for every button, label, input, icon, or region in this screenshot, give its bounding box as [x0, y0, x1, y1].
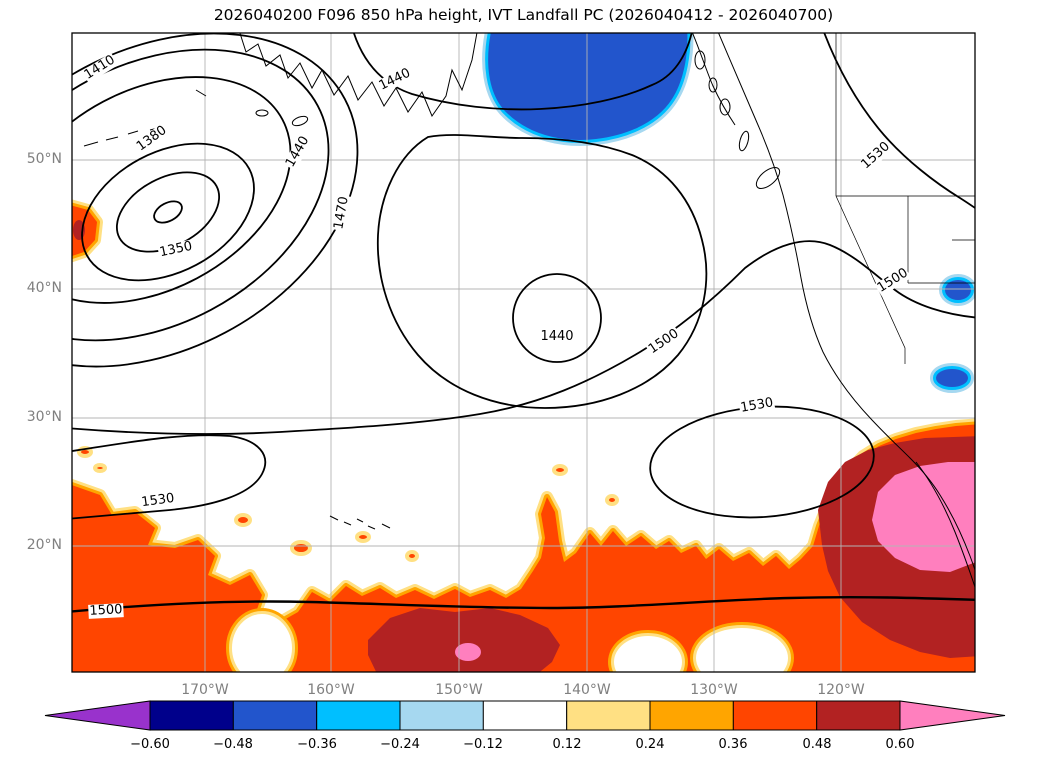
hawaiian-islands: [329, 515, 391, 530]
island: [708, 77, 718, 93]
colorbar-tick-label: 0.36: [718, 737, 748, 752]
colorbar-segment: [732, 700, 818, 731]
contour-1470-loop: [376, 134, 708, 409]
colorbar-tick-label: −0.24: [380, 737, 420, 752]
band-hole: [232, 614, 292, 672]
contour-label: 1440: [539, 329, 575, 344]
aleutian-islands: [83, 89, 207, 147]
colorbar-tick-label: 0.60: [885, 737, 915, 752]
island: [694, 50, 706, 70]
colorbar-segment: [816, 700, 901, 731]
gulf-of-california-coast: [915, 461, 975, 589]
colorbar-tick-label: 0.12: [552, 737, 582, 752]
contour-1500-main: [72, 240, 975, 435]
colorbar-segment: [232, 700, 318, 731]
ivt-shading: [72, 33, 975, 672]
positive-speck: [234, 513, 252, 527]
colorbar-arrow-right: [899, 700, 1006, 731]
colorbar: [44, 700, 1006, 731]
grid-lines: [72, 33, 975, 672]
island: [719, 98, 731, 116]
contour-low-core: [153, 200, 183, 224]
x-tick-label: 170°W: [181, 682, 229, 698]
x-tick-label: 120°W: [817, 682, 865, 698]
north-america-west-coast: [718, 33, 975, 572]
contour-1440-outer: [72, 48, 330, 342]
colorbar-tick-label: −0.48: [213, 737, 253, 752]
x-tick-label: 150°W: [435, 682, 483, 698]
southeast-alaska-coast: [691, 33, 736, 126]
positive-max-south: [455, 643, 481, 661]
colorbar-tick-label: 0.24: [635, 737, 665, 752]
colorbar-segment: [399, 700, 484, 731]
positive-speck: [605, 494, 619, 506]
positive-core-south: [368, 608, 560, 672]
colorbar-tick-label: −0.12: [463, 737, 503, 752]
colorbar-segment: [482, 700, 568, 731]
positive-band: [72, 424, 975, 672]
colorbar-segment: [316, 700, 401, 731]
kodiak-island: [291, 115, 309, 127]
state-borders: [835, 33, 975, 364]
alaska-coast: [239, 33, 478, 118]
positive-max-baja: [872, 462, 975, 572]
colorbar-tick-label: 0.48: [802, 737, 832, 752]
negative-spot: [945, 280, 971, 300]
contour-1440-closed: [512, 273, 602, 363]
island: [255, 109, 269, 117]
vancouver-island: [755, 167, 781, 189]
contour-1500-south: [72, 595, 975, 613]
x-tick-label: 140°W: [563, 682, 611, 698]
contour-1380: [81, 142, 255, 282]
colorbar-segment: [649, 700, 734, 731]
positive-speck: [405, 550, 419, 562]
y-tick-label: 20°N: [26, 537, 62, 553]
colorbar-segment: [149, 700, 234, 731]
positive-speck: [552, 464, 568, 476]
contour-1410: [72, 76, 292, 304]
contour-1530-west: [72, 434, 267, 520]
positive-speck: [93, 463, 107, 473]
map-frame: [71, 32, 976, 673]
positive-speck: [355, 531, 371, 543]
band-hole: [696, 628, 788, 672]
y-tick-label: 40°N: [26, 280, 62, 296]
contour-1530-northeast: [823, 33, 975, 210]
negative-blob: [488, 33, 688, 140]
colorbar-tick-label: −0.60: [130, 737, 170, 752]
x-tick-label: 130°W: [690, 682, 738, 698]
y-tick-label: 50°N: [26, 151, 62, 167]
contour-label: 1500: [88, 602, 124, 619]
y-tick-label: 30°N: [26, 409, 62, 425]
contour-1470: [72, 33, 359, 368]
colorbar-segment: [566, 700, 651, 731]
colorbar-arrow-left: [44, 700, 151, 731]
negative-spot: [936, 369, 968, 387]
x-tick-label: 160°W: [307, 682, 355, 698]
colorbar-tick-label: −0.36: [297, 737, 337, 752]
figure-title: 2026040200 F096 850 hPa height, IVT Land…: [213, 6, 834, 24]
band-hole: [614, 636, 682, 672]
positive-speck: [290, 540, 312, 556]
haida-gwaii: [738, 130, 750, 152]
coastlines: [83, 33, 975, 589]
